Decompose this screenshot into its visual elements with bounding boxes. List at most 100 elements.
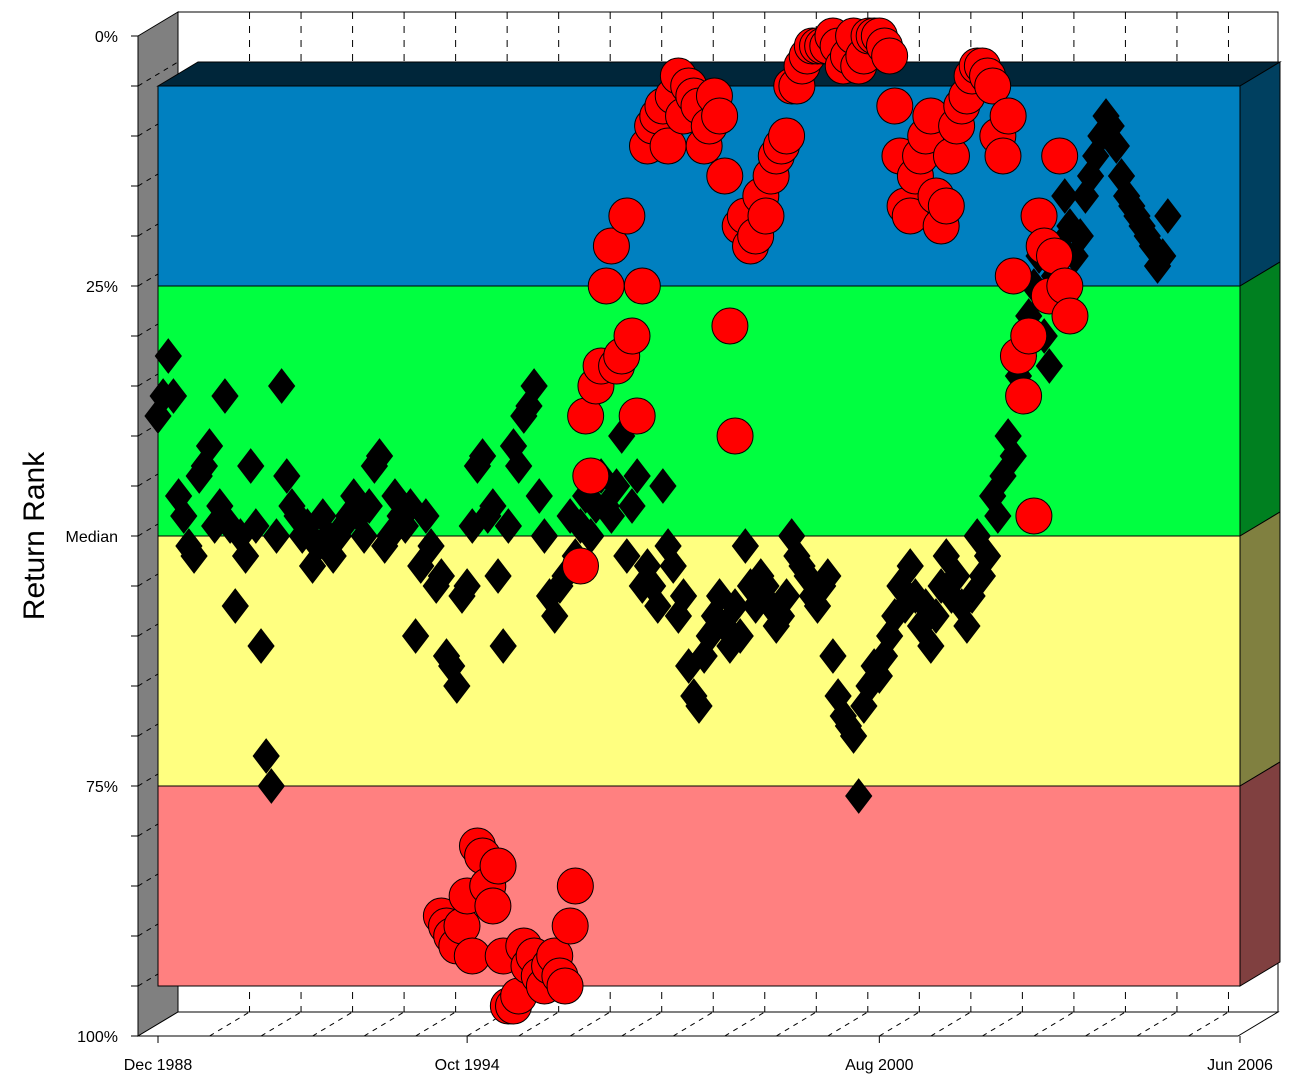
diamond-point — [613, 538, 641, 574]
diamond-point — [195, 428, 224, 464]
circle-point — [974, 67, 1012, 105]
circle-point — [613, 317, 651, 355]
circle-point — [474, 887, 512, 925]
floor-gridline — [415, 1011, 456, 1037]
diamond-point — [180, 538, 208, 574]
circle-point — [1051, 297, 1089, 335]
diamond-point — [170, 498, 198, 534]
circle-point — [1010, 317, 1048, 355]
circle-point — [701, 97, 739, 135]
circle-point — [479, 847, 517, 885]
circle-point — [994, 257, 1032, 295]
diamond-point — [772, 578, 801, 614]
diamond-point — [839, 718, 868, 754]
rank-band-side-2 — [1239, 261, 1281, 537]
circle-point — [989, 97, 1027, 135]
floor-gridline — [776, 1011, 817, 1037]
circle-point — [608, 197, 646, 235]
diamond-point — [541, 598, 569, 634]
diamond-point — [999, 438, 1027, 474]
diamond-point — [922, 598, 950, 634]
diamond-point — [365, 438, 394, 474]
diamond-point — [819, 638, 847, 674]
diamond-point — [412, 498, 440, 534]
diamond-point — [494, 508, 522, 544]
diamond-point — [505, 448, 533, 484]
diamond-point — [237, 448, 265, 484]
circle-point — [984, 137, 1022, 175]
floor-gridline — [724, 1011, 766, 1037]
circle-point — [1005, 377, 1043, 415]
circle-point — [876, 87, 914, 125]
diamond-point — [262, 518, 291, 554]
diamond-point — [1154, 198, 1182, 234]
x-tick-label: Oct 1994 — [435, 1057, 500, 1074]
diamond-point — [623, 458, 651, 494]
circle-point — [747, 197, 785, 235]
circle-point — [711, 307, 749, 345]
diamond-point — [453, 568, 481, 604]
diamond-point — [685, 688, 713, 724]
circle-point — [927, 187, 965, 225]
diamond-point — [1051, 178, 1079, 214]
circle-point — [546, 967, 584, 1005]
floor-gridline — [1188, 1011, 1229, 1037]
diamond-point — [154, 338, 182, 374]
floor-gridline — [209, 1011, 250, 1037]
floor-gridline — [930, 1011, 972, 1037]
diamond-point — [845, 778, 873, 814]
y-tick-label: 100% — [77, 1029, 118, 1046]
diamond-point — [1149, 238, 1177, 274]
circle-series — [422, 17, 1089, 1025]
floor-gridline — [672, 1011, 714, 1037]
diamond-point — [159, 378, 188, 414]
x-tick-label: Jun 2006 — [1207, 1057, 1273, 1074]
y-axis-title: Return Rank — [18, 451, 51, 620]
floor-gridline — [827, 1011, 869, 1037]
diamond-point — [211, 378, 239, 414]
circle-point — [1041, 137, 1079, 175]
circle-point — [556, 867, 594, 905]
x-tick-label: Dec 1988 — [124, 1057, 193, 1074]
floor-gridline — [312, 1011, 353, 1037]
diamond-point — [1102, 128, 1130, 164]
diamond-point — [669, 578, 698, 614]
diamond-point — [1066, 218, 1094, 254]
diamond-point — [721, 588, 749, 624]
diamond-point — [401, 618, 430, 654]
diamond-point — [489, 628, 517, 664]
y-tick-label: 0% — [95, 29, 118, 46]
circle-point — [716, 417, 754, 455]
diamond-point — [247, 628, 275, 664]
diamond-point — [350, 518, 378, 554]
floor-gridline — [1033, 1011, 1075, 1037]
diamond-point — [355, 488, 383, 524]
diamond-point — [917, 628, 945, 664]
floor-gridline — [1136, 1011, 1178, 1037]
circle-point — [587, 267, 625, 305]
x-tick-label: Aug 2000 — [845, 1057, 914, 1074]
diamond-series — [144, 98, 1182, 814]
diamond-point — [242, 508, 270, 544]
diamond-point — [649, 468, 677, 504]
diamond-point — [268, 368, 296, 404]
circle-point — [768, 117, 806, 155]
diamond-point — [231, 538, 260, 574]
diamond-point — [221, 588, 249, 624]
diamond-point — [731, 528, 760, 564]
diamond-point — [618, 488, 646, 524]
floor-gridline — [518, 1011, 559, 1037]
circle-point — [871, 37, 909, 75]
circle-point — [618, 397, 656, 435]
y-tick-label: 25% — [86, 279, 118, 296]
diamond-point — [479, 488, 507, 524]
diamond-point — [814, 558, 842, 594]
circle-point — [561, 547, 599, 585]
rank-band-side-1 — [1239, 61, 1281, 287]
floor-gridline — [466, 1011, 508, 1037]
circle-point — [1015, 497, 1053, 535]
rank-band-side-3 — [1239, 511, 1281, 787]
floor-gridline — [879, 1011, 920, 1037]
